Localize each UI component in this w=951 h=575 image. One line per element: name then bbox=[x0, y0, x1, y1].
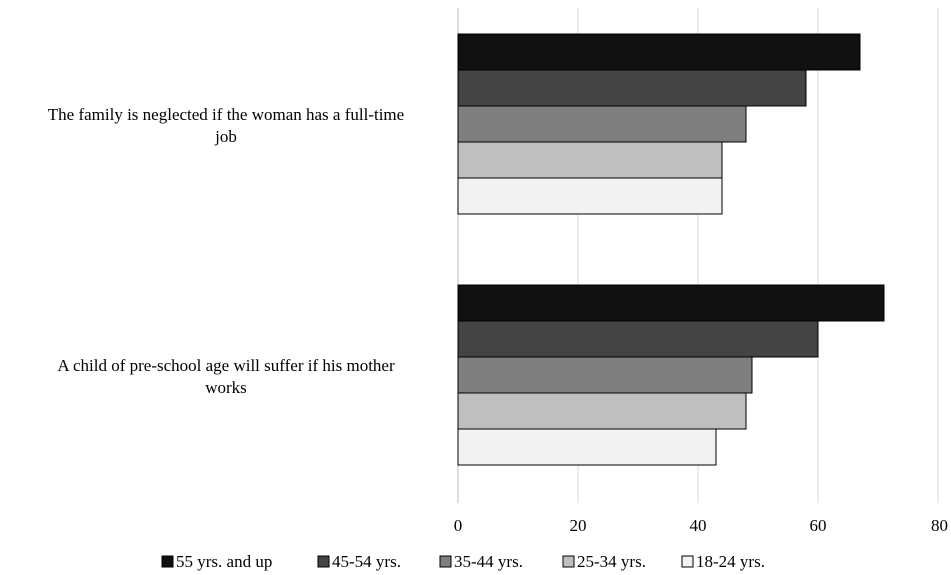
category-label-2-line-2: works bbox=[205, 378, 247, 397]
bar-2-45-54-yrs- bbox=[457, 320, 819, 358]
bar-1-25-34-yrs- bbox=[457, 141, 723, 179]
legend-label-55-yrs-and-up: 55 yrs. and up bbox=[176, 552, 272, 571]
x-tick-label-0: 0 bbox=[454, 516, 463, 535]
legend-label-25-34-yrs-: 25-34 yrs. bbox=[577, 552, 646, 571]
bar-1-45-54-yrs- bbox=[457, 69, 807, 107]
legend: 55 yrs. and up 45-54 yrs. 35-44 yrs. 25-34 … bbox=[161, 552, 765, 571]
bar-2-18-24-yrs- bbox=[457, 428, 717, 466]
category-label-1-line-2: job bbox=[214, 127, 237, 146]
x-axis-ticks: 0 20 40 60 80 bbox=[454, 516, 948, 535]
legend-swatch-35-44-yrs- bbox=[439, 555, 452, 568]
x-tick-label-80: 80 bbox=[931, 516, 948, 535]
legend-label-35-44-yrs-: 35-44 yrs. bbox=[454, 552, 523, 571]
legend-label-18-24-yrs-: 18-24 yrs. bbox=[696, 552, 765, 571]
category-label-1-line-1: The family is neglected if the woman has… bbox=[48, 105, 404, 124]
legend-swatch-45-54-yrs- bbox=[317, 555, 330, 568]
bar-1-35-44-yrs- bbox=[457, 105, 747, 143]
bar-2-55-yrs-and-up bbox=[457, 284, 885, 322]
bar-1-55-yrs-and-up bbox=[457, 33, 861, 71]
category-label-2-line-1: A child of pre-school age will suffer if… bbox=[57, 356, 395, 375]
bar-2-25-34-yrs- bbox=[457, 392, 747, 430]
x-tick-label-40: 40 bbox=[690, 516, 707, 535]
x-tick-label-60: 60 bbox=[810, 516, 827, 535]
bars bbox=[457, 33, 885, 466]
bar-2-35-44-yrs- bbox=[457, 356, 753, 394]
bar-1-18-24-yrs- bbox=[457, 177, 723, 215]
legend-swatch-18-24-yrs- bbox=[681, 555, 694, 568]
legend-swatch-25-34-yrs- bbox=[562, 555, 575, 568]
legend-label-45-54-yrs-: 45-54 yrs. bbox=[332, 552, 401, 571]
category-labels: The family is neglected if the woman has… bbox=[48, 105, 404, 397]
x-tick-label-20: 20 bbox=[570, 516, 587, 535]
legend-swatch-55-yrs-and-up bbox=[161, 555, 174, 568]
